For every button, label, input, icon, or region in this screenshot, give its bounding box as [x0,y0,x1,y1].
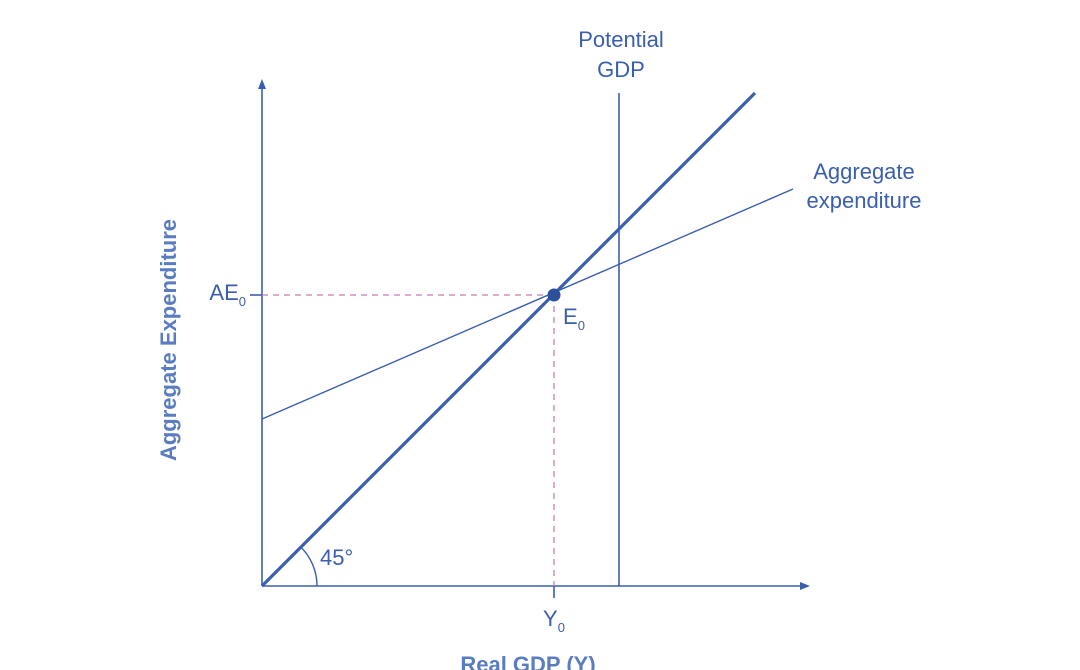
angle-arc [300,546,318,587]
y0-label: Y0 [543,606,565,635]
equilibrium-point [547,288,561,302]
aggregate-expenditure-label-line2: expenditure [807,188,922,213]
ae0-label: AE0 [209,280,246,309]
45-degree-line [260,91,757,588]
potential-gdp-label-line2: GDP [597,57,645,82]
x-axis-title: Real GDP (Y) [460,652,595,670]
aggregate-expenditure-line [261,188,794,420]
angle-label: 45° [320,545,353,570]
aggregate-expenditure-label: Aggregate [813,159,915,184]
potential-gdp-label: Potential [578,27,664,52]
equilibrium-label: E0 [563,304,585,333]
y-axis-title: Aggregate Expenditure [156,219,181,461]
